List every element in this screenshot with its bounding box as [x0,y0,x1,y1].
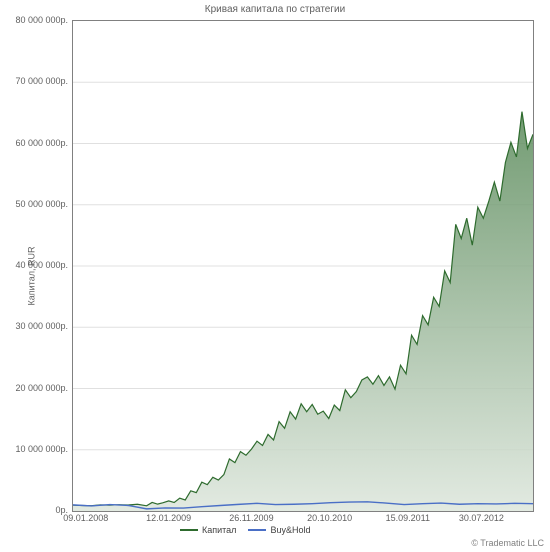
copyright-label: © Tradematic LLC [471,538,544,548]
x-tick-label: 12.01.2009 [146,513,191,523]
y-axis-label: Капитал, RUR [26,247,36,306]
legend-swatch [248,529,266,531]
y-tick-label: 20 000 000р. [15,383,68,393]
y-tick-label: 50 000 000р. [15,199,68,209]
x-tick-label: 15.09.2011 [386,513,430,523]
legend-label: Капитал [202,525,236,535]
legend-swatch [180,529,198,531]
x-tick-label: 20.10.2010 [307,513,352,523]
legend-item: Капитал [180,525,236,535]
y-tick-label: 30 000 000р. [15,321,68,331]
equity-curve-chart: Кривая капитала по стратегии Капитал, RU… [0,0,550,552]
x-tick-label: 09.01.2008 [63,513,108,523]
plot-area [72,20,534,512]
legend-item: Buy&Hold [248,525,310,535]
y-tick-label: 40 000 000р. [15,260,68,270]
legend: Капитал Buy&Hold [180,525,310,535]
chart-title: Кривая капитала по стратегии [0,4,550,15]
y-tick-label: 60 000 000р. [15,138,68,148]
y-tick-label: 80 000 000р. [15,15,68,25]
y-tick-label: 10 000 000р. [15,444,68,454]
y-tick-label: 70 000 000р. [15,76,68,86]
x-tick-label: 26.11.2009 [229,513,273,523]
x-tick-label: 30.07.2012 [459,513,504,523]
legend-label: Buy&Hold [270,525,310,535]
